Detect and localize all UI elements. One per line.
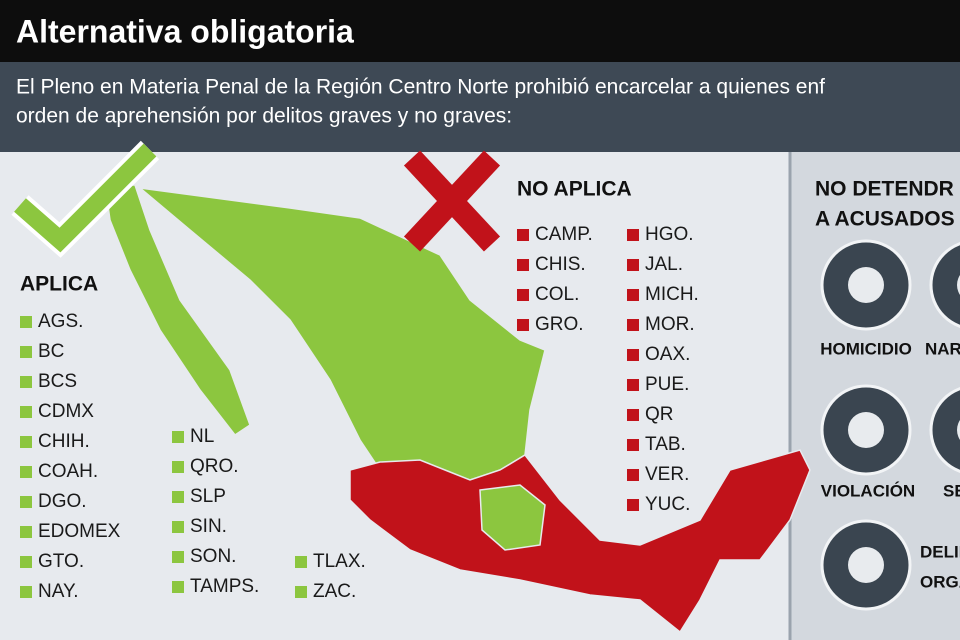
subtitle-line: orden de aprehensión por delitos graves … (16, 105, 512, 128)
legend-square (517, 319, 529, 331)
state-label: CDMX (38, 401, 94, 422)
legend-square (172, 581, 184, 593)
legend-square (20, 376, 32, 388)
state-label: AGS. (38, 311, 83, 332)
legend-square (20, 346, 32, 358)
legend-square (627, 289, 639, 301)
crime-icon (929, 387, 960, 473)
legend-square (172, 431, 184, 443)
legend-square (627, 229, 639, 241)
state-label: COAH. (38, 461, 98, 482)
legend-square (172, 491, 184, 503)
crime-label: DELIN (920, 542, 960, 561)
legend-square (627, 409, 639, 421)
state-label: ZAC. (313, 581, 356, 602)
legend-square (20, 436, 32, 448)
crime-label: VIOLACIÓN (821, 481, 915, 500)
state-label: MICH. (645, 284, 699, 305)
map-region-aplica (479, 484, 546, 551)
state-label: EDOMEX (38, 521, 121, 542)
legend-square (295, 586, 307, 598)
legend-square (172, 521, 184, 533)
legend-square (627, 319, 639, 331)
state-label: SON. (190, 546, 236, 567)
state-label: NL (190, 426, 214, 447)
state-label: CAMP. (535, 224, 593, 245)
crime-label: HOMICIDIO (820, 339, 912, 358)
state-label: VER. (645, 464, 689, 485)
state-label: HGO. (645, 224, 694, 245)
side-heading: NO DETENDR (815, 178, 954, 201)
state-label: SIN. (190, 516, 227, 537)
state-label: GRO. (535, 314, 584, 335)
legend-square (20, 526, 32, 538)
no-aplica-heading: NO APLICA (517, 178, 632, 201)
state-label: SLP (190, 486, 226, 507)
legend-square (172, 461, 184, 473)
crime-icon (929, 242, 960, 328)
legend-square (627, 499, 639, 511)
map-region-aplica (104, 184, 251, 437)
state-label: OAX. (645, 344, 690, 365)
state-label: TLAX. (313, 551, 366, 572)
state-label: COL. (535, 284, 579, 305)
legend-square (627, 469, 639, 481)
aplica-heading: APLICA (20, 273, 98, 296)
state-label: CHIS. (535, 254, 586, 275)
title: Alternativa obligatoria (16, 13, 354, 49)
crime-icon-glyph (848, 267, 884, 303)
crime-label: ORGA (920, 572, 960, 591)
crime-icon-glyph (848, 547, 884, 583)
check-icon (14, 143, 157, 253)
x-stroke (403, 150, 501, 252)
map (104, 184, 811, 634)
state-label: QRO. (190, 456, 239, 477)
state-label: GTO. (38, 551, 84, 572)
state-label: BCS (38, 371, 77, 392)
state-label: TAMPS. (190, 576, 259, 597)
map-region-no-aplica (349, 449, 811, 634)
legend-square (627, 259, 639, 271)
state-label: NAY. (38, 581, 79, 602)
state-label: CHIH. (38, 431, 90, 452)
legend-square (517, 229, 529, 241)
crime-label: SE (943, 481, 960, 500)
legend-square (627, 439, 639, 451)
x-icon (403, 150, 501, 252)
state-label: TAB. (645, 434, 686, 455)
crime-icon-glyph (957, 420, 960, 440)
subtitle-line: El Pleno en Materia Penal de la Región C… (16, 76, 825, 99)
legend-square (627, 379, 639, 391)
state-label: YUC. (645, 494, 690, 515)
legend-square (20, 586, 32, 598)
subtitle-bar (0, 62, 960, 152)
legend-square (20, 406, 32, 418)
state-label: PUE. (645, 374, 689, 395)
side-heading: A ACUSADOS (815, 208, 955, 231)
legend-square (20, 496, 32, 508)
legend-square (172, 551, 184, 563)
crime-icon-glyph (957, 275, 960, 295)
state-label: MOR. (645, 314, 695, 335)
state-label: QR (645, 404, 674, 425)
state-label: DGO. (38, 491, 87, 512)
crime-icon-glyph (848, 412, 884, 448)
legend-square (517, 289, 529, 301)
legend-square (517, 259, 529, 271)
title-bar (0, 0, 960, 62)
legend-square (627, 349, 639, 361)
state-label: BC (38, 341, 64, 362)
legend-square (20, 316, 32, 328)
legend-square (295, 556, 307, 568)
legend-square (20, 466, 32, 478)
state-label: JAL. (645, 254, 683, 275)
legend-square (20, 556, 32, 568)
crime-label: NARC (925, 339, 960, 358)
